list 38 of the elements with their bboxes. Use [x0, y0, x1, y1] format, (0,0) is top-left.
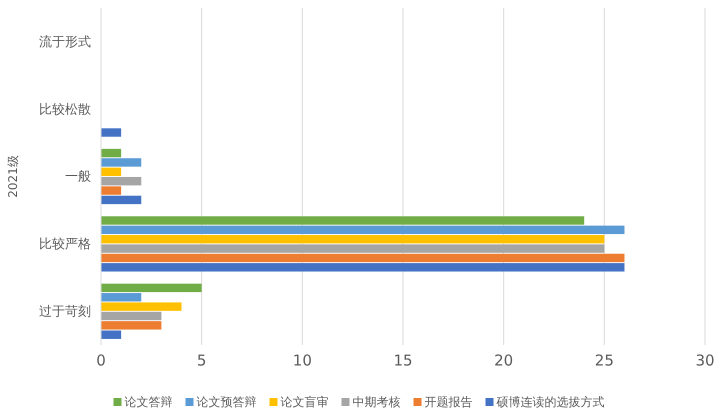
bar: [101, 176, 142, 186]
bar: [101, 263, 624, 272]
bar: [101, 235, 604, 244]
bar: [101, 321, 162, 330]
bar: [101, 302, 182, 311]
bar: [101, 196, 142, 204]
legend-label: 论文盲审: [280, 395, 328, 410]
bar: [101, 148, 122, 158]
bar: [101, 293, 142, 302]
legend-label: 论文答辩: [124, 395, 172, 410]
y-tick-label: 过于苛刻: [39, 304, 91, 320]
x-tick-label: 0: [96, 352, 106, 370]
y-tick-label: 流于形式: [39, 34, 91, 50]
x-tick-label: 5: [196, 352, 206, 370]
bar: [101, 226, 624, 234]
bar: [101, 128, 122, 137]
legend-label: 开题报告: [424, 395, 472, 410]
legend-label: 中期考核: [352, 395, 400, 410]
bar: [101, 158, 142, 167]
bar: [101, 254, 624, 262]
x-tick-label: 20: [494, 352, 514, 370]
x-tick-label: 10: [292, 352, 312, 370]
bar: [101, 284, 202, 292]
legend-label: 论文预答辩: [196, 395, 256, 410]
y-axis-title: 2021级: [6, 155, 20, 198]
x-tick-label: 15: [393, 352, 413, 370]
bar: [101, 330, 122, 339]
x-tick-label: 30: [695, 352, 715, 370]
x-tick-label: 25: [594, 352, 614, 370]
bar: [101, 216, 584, 225]
y-tick-label: 一般: [65, 170, 91, 185]
bar: [101, 244, 604, 253]
bar: [101, 312, 162, 320]
bar: [101, 168, 122, 176]
y-tick-label: 比较松散: [39, 102, 91, 118]
bar: [101, 186, 122, 195]
y-tick-label: 比较严格: [39, 237, 91, 252]
legend-label: 硕博连读的选拔方式: [496, 395, 604, 410]
